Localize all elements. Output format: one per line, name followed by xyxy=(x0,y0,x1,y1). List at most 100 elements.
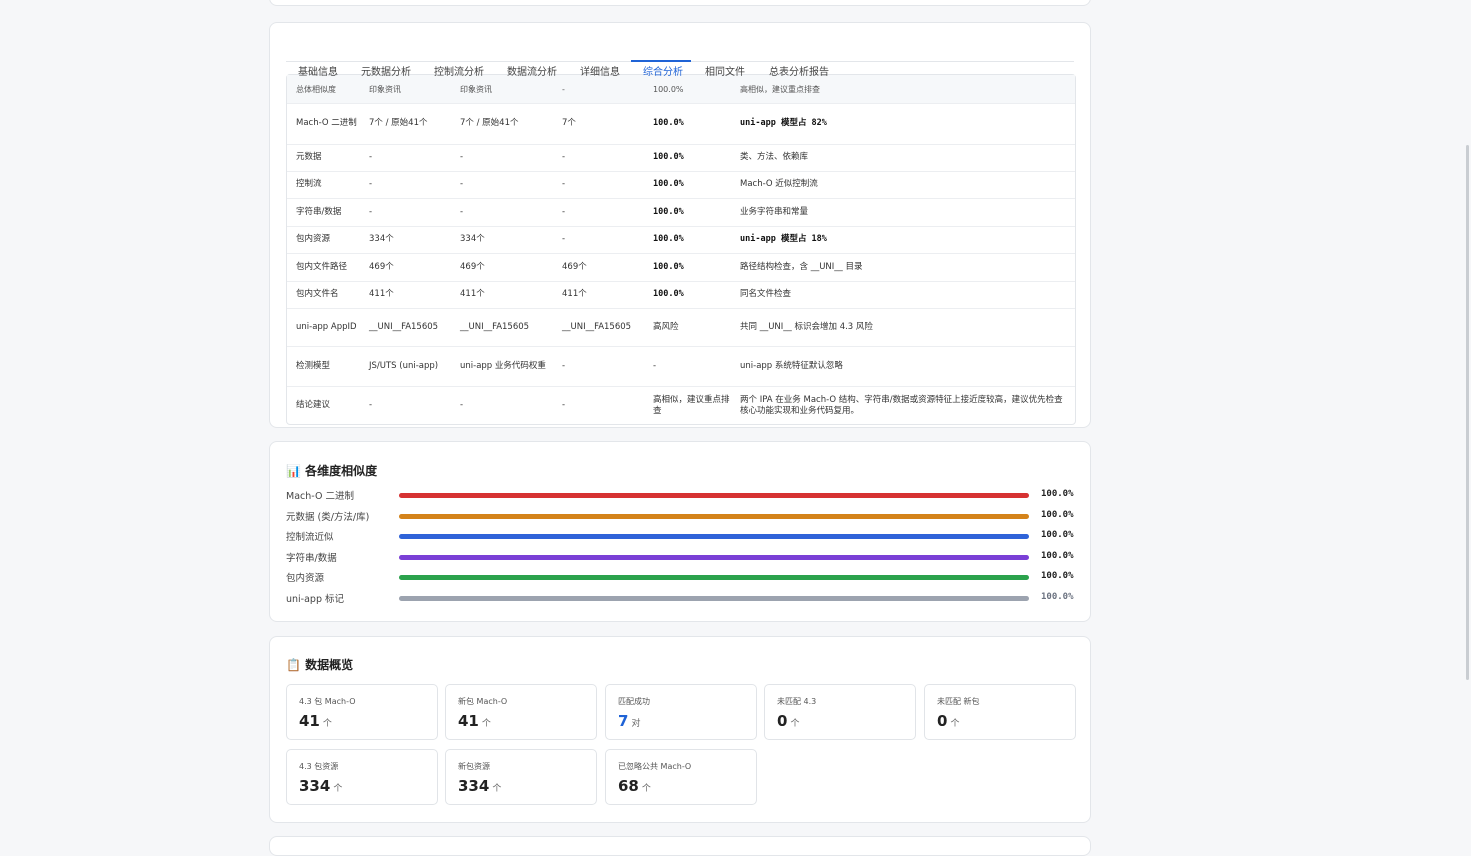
table-cell: - xyxy=(460,152,464,162)
table-cell: 7个 xyxy=(562,118,576,128)
table-cell: 7个 / 原始41个 xyxy=(460,118,519,128)
table-cell: uni-app AppID xyxy=(296,321,357,332)
tab[interactable]: 数据流分析 xyxy=(507,67,557,78)
stat-card: 新包 Mach-O 41 个 xyxy=(445,684,597,740)
table-cell: - xyxy=(369,400,373,410)
table-cell: - xyxy=(369,152,373,162)
header-cell: 印象资讯 xyxy=(369,84,401,94)
stat-number: 41 xyxy=(299,712,320,730)
bar xyxy=(399,513,1029,519)
table-cell: 业务字符串和常量 xyxy=(740,206,809,217)
row-divider xyxy=(287,253,1075,254)
stat-card: 未匹配 新包 0 个 xyxy=(924,684,1076,740)
stat-unit: 个 xyxy=(641,784,651,794)
bar-label: 字符串/数据 xyxy=(286,552,337,564)
table-cell: - xyxy=(460,400,464,410)
stat-label: 4.3 包资源 xyxy=(299,762,339,771)
stat-unit: 个 xyxy=(322,719,332,729)
table-cell: 检测模型 xyxy=(296,360,331,371)
table-cell: - xyxy=(562,360,566,371)
bar-value: 100.0% xyxy=(1041,571,1074,581)
row-divider xyxy=(287,281,1075,282)
table-cell: - xyxy=(562,400,566,410)
bar xyxy=(399,493,1029,498)
tab[interactable]: 总表分析报告 xyxy=(769,67,829,78)
tab[interactable]: 相同文件 xyxy=(705,67,745,78)
stat-card: 4.3 包资源 334 个 xyxy=(286,749,438,805)
table-cell: 469个 xyxy=(562,261,587,272)
table-cell: 100.0% xyxy=(653,234,684,244)
card-bottom xyxy=(269,836,1091,856)
table-cell: - xyxy=(369,179,373,189)
table-cell: 469个 xyxy=(369,261,394,272)
table-cell: 字符串/数据 xyxy=(296,206,342,217)
header-cell: 总体相似度 xyxy=(296,84,336,94)
table-cell: 高风险 xyxy=(653,321,679,332)
card-top xyxy=(269,0,1091,6)
table-cell: uni-app 系统特征默认忽略 xyxy=(740,360,843,371)
table-cell: - xyxy=(460,179,464,189)
bar-label: 元数据 (类/方法/库) xyxy=(286,511,370,523)
table-cell: - xyxy=(562,152,566,162)
header-cell: - xyxy=(562,84,565,94)
stat-number: 0 xyxy=(937,712,948,730)
table-cell: 469个 xyxy=(460,261,485,272)
table-cell: - xyxy=(460,206,464,217)
table-cell: 包内文件名 xyxy=(296,289,339,299)
stat-label: 未匹配 新包 xyxy=(937,697,980,706)
stat-label: 匹配成功 xyxy=(618,697,650,706)
stat-number: 68 xyxy=(618,777,639,795)
bar xyxy=(399,534,1029,539)
bar-label: 控制流近似 xyxy=(286,532,334,543)
table-cell: __UNI__FA15605 xyxy=(369,321,439,332)
table-cell: 7个 / 原始41个 xyxy=(369,118,428,128)
stat-label: 4.3 包 Mach-O xyxy=(299,697,356,706)
bar-label: uni-app 标记 xyxy=(286,593,345,605)
stat-number: 41 xyxy=(458,712,479,730)
tab[interactable]: 元数据分析 xyxy=(361,67,411,78)
table-cell: 包内资源 xyxy=(296,234,331,244)
row-divider xyxy=(287,171,1075,172)
table-cell: 结论建议 xyxy=(296,400,331,410)
row-divider xyxy=(287,346,1075,347)
bar xyxy=(399,554,1029,560)
stat-value: 68 个 xyxy=(618,777,651,795)
table: 总体相似度 印象资讯 印象资讯 - 100.0% 高相似，建议重点排查 Mach-O 二进制… xyxy=(286,74,1076,425)
bar-label: Mach-O 二进制 xyxy=(286,491,354,502)
table-cell: - xyxy=(562,234,566,244)
table-cell: 411个 xyxy=(460,289,485,299)
row-divider xyxy=(287,308,1075,309)
tab[interactable]: 控制流分析 xyxy=(434,67,484,78)
tab[interactable]: 详细信息 xyxy=(580,67,620,78)
bar-value: 100.0% xyxy=(1041,489,1074,499)
table-cell: __UNI__FA15605 xyxy=(460,321,530,332)
row-divider xyxy=(287,144,1075,145)
table-cell: 411个 xyxy=(562,289,587,299)
header-cell: 100.0% xyxy=(653,84,684,94)
stat-value: 41 个 xyxy=(458,712,491,730)
bar-value: 100.0% xyxy=(1041,591,1074,602)
tab-underline xyxy=(631,60,691,62)
table-cell: 334个 xyxy=(460,234,485,244)
stat-number: 0 xyxy=(777,712,788,730)
stat-value: 334 个 xyxy=(458,777,501,795)
tab[interactable]: 综合分析 xyxy=(643,67,683,78)
section-title: 📊 各维度相似度 xyxy=(286,464,378,478)
tab[interactable]: 基础信息 xyxy=(298,67,338,78)
stat-value: 41 个 xyxy=(299,712,332,730)
table-cell: 411个 xyxy=(369,289,394,299)
stat-card: 4.3 包 Mach-O 41 个 xyxy=(286,684,438,740)
table-cell: 类、方法、依赖库 xyxy=(740,152,809,162)
analysis-card: 总体相似度 印象资讯 印象资讯 - 100.0% 高相似，建议重点排查 Mach-O 二进制… xyxy=(269,22,1091,428)
stat-number: 7 xyxy=(618,712,629,730)
similarity-card: 📊 各维度相似度 Mach-O 二进制 100.0% 元数据 (类/方法/库) 100… xyxy=(269,441,1091,622)
stat-card: 未匹配 4.3 0 个 xyxy=(764,684,916,740)
table-cell: uni-app 模型占 18% xyxy=(740,234,827,244)
stat-label: 已忽略公共 Mach-O xyxy=(618,762,692,771)
stat-unit: 个 xyxy=(790,719,800,729)
table-cell: 包内文件路径 xyxy=(296,261,348,272)
header-cell: 印象资讯 xyxy=(460,84,492,94)
table-cell: 两个 IPA 在业务 Mach-O 结构、字符串/数据或资源特征上接近度较高，建… xyxy=(740,394,1063,416)
